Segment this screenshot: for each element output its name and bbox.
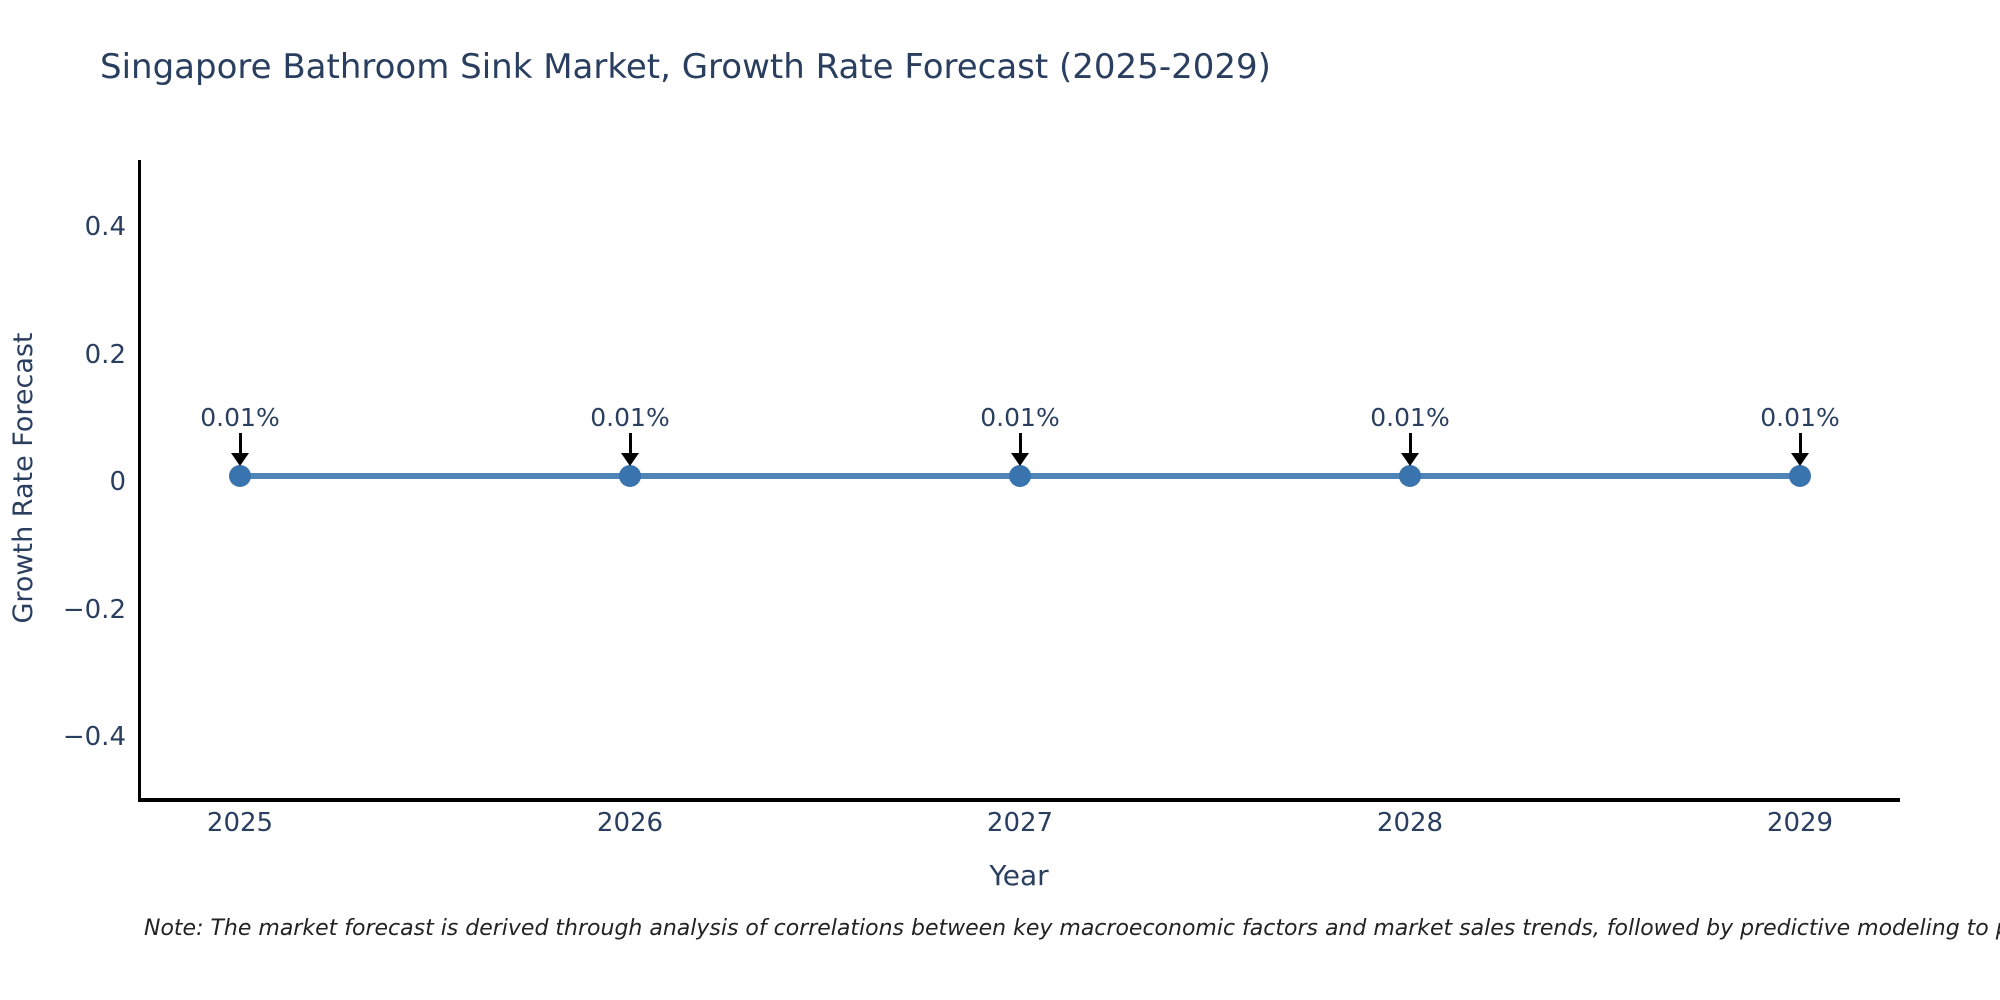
data-point-marker[interactable] [229,464,251,487]
x-tick-label: 2026 [596,808,664,838]
forecast-methodology-note: Note: The market forecast is derived thr… [144,916,2000,941]
annotation-arrow-line [629,433,632,453]
annotation-arrow-head-icon [1791,453,1809,466]
point-value-label: 0.01% [1760,403,1840,432]
annotation-arrow-head-icon [231,453,249,466]
data-point-marker[interactable] [1789,464,1811,487]
annotation-arrow-line [239,433,242,453]
point-value-label: 0.01% [590,403,670,432]
y-tick-label: 0.4 [84,212,126,242]
x-tick-label: 2029 [1766,808,1834,838]
x-tick-label: 2028 [1376,808,1444,838]
x-axis-title: Year [989,859,1049,892]
data-point-marker[interactable] [619,464,641,487]
annotation-arrow-head-icon [1011,453,1029,466]
annotation-arrow-head-icon [1401,453,1419,466]
chart-title: Singapore Bathroom Sink Market, Growth R… [100,47,1271,87]
y-tick-label: 0 [109,467,126,497]
annotation-arrow-line [1799,433,1802,453]
data-point-marker[interactable] [1009,464,1031,487]
point-value-label: 0.01% [980,403,1060,432]
annotation-arrow-head-icon [621,453,639,466]
x-tick-label: 2025 [206,808,274,838]
annotation-arrow-line [1019,433,1022,453]
x-tick-label: 2027 [986,808,1054,838]
y-tick-label: −0.2 [62,594,126,625]
point-value-label: 0.01% [1370,403,1450,432]
annotation-arrow-line [1409,433,1412,453]
data-point-marker[interactable] [1399,464,1421,487]
y-tick-label: 0.2 [84,339,126,370]
y-tick-label: −0.4 [62,722,126,752]
plot-area [138,160,1900,802]
point-value-label: 0.01% [200,403,280,432]
